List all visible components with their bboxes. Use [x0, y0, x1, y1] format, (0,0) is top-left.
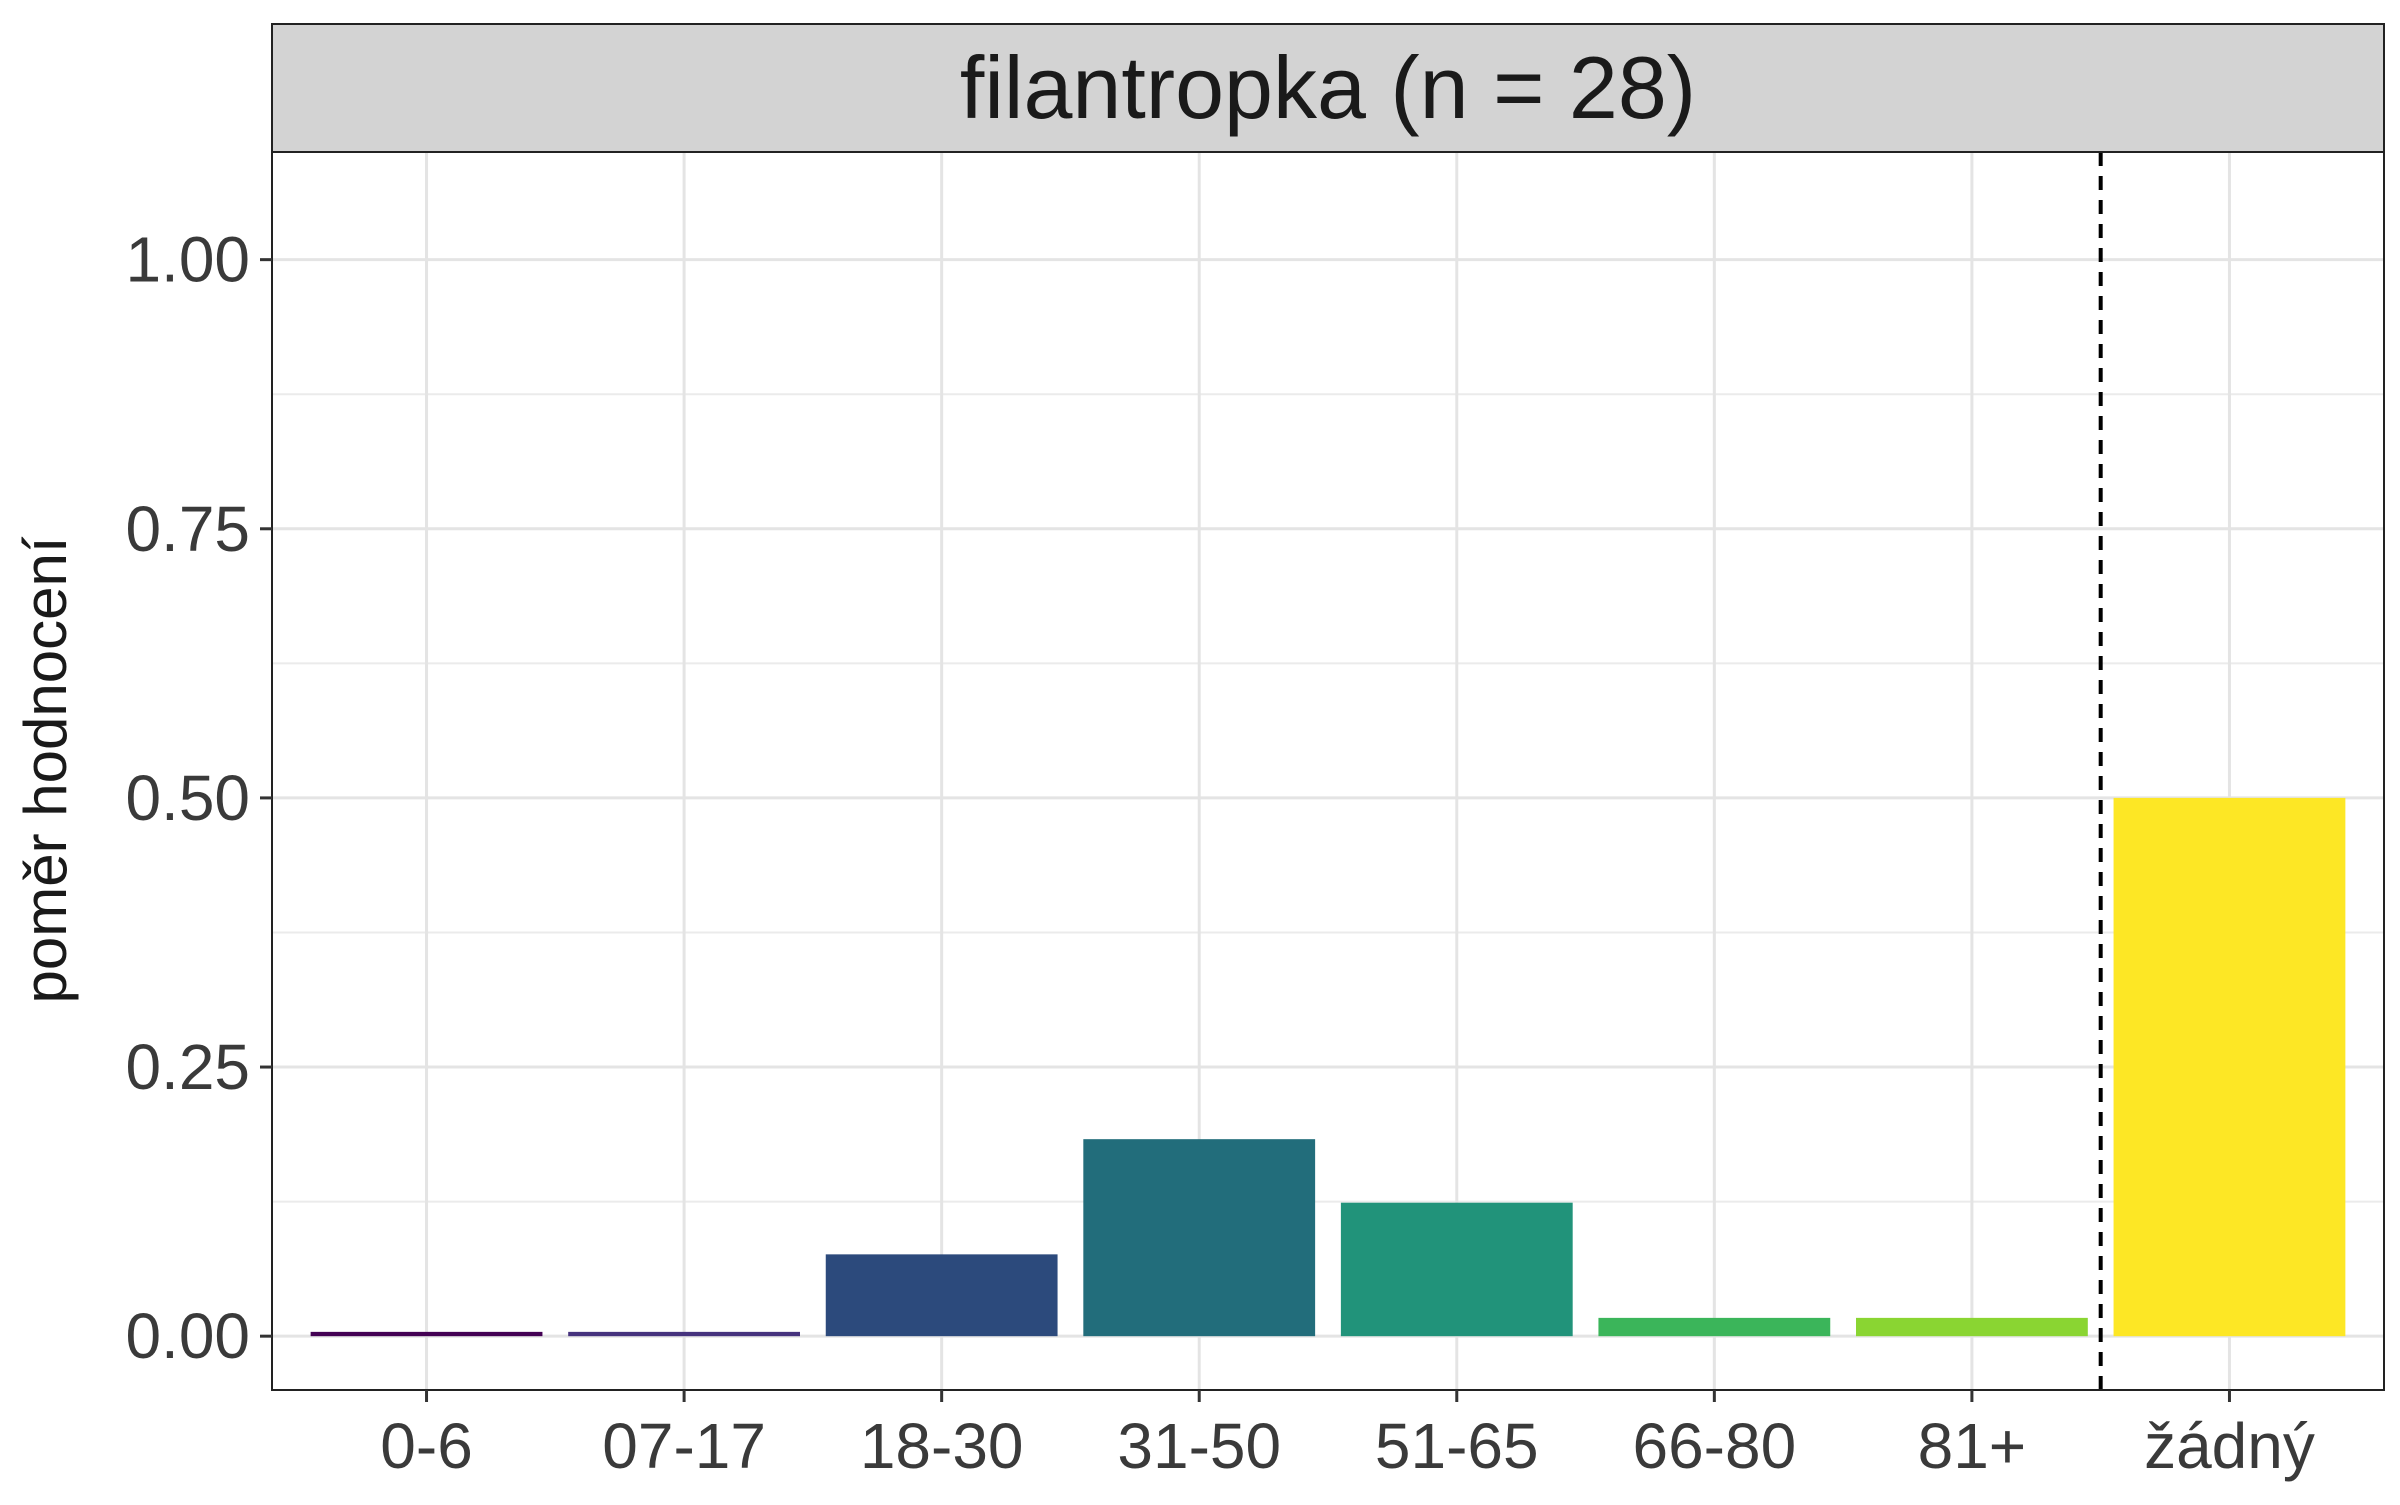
x-tick-label: 18-30 [860, 1410, 1024, 1482]
y-tick-label: 0.00 [125, 1300, 250, 1372]
y-axis: 0.00 0.25 0.50 0.75 1.00 [125, 224, 272, 1372]
bar-51-65 [1340, 1202, 1573, 1337]
y-tick-label: 1.00 [125, 224, 250, 296]
bar-0-6 [310, 1331, 543, 1337]
bar-66-80 [1598, 1317, 1831, 1337]
x-tick-label: žádný [2144, 1410, 2315, 1482]
x-tick-label: 0-6 [380, 1410, 473, 1482]
bar-31-50 [1083, 1139, 1316, 1337]
plot-panel [271, 151, 2385, 1391]
x-tick-label: 07-17 [602, 1410, 766, 1482]
x-axis: 0-6 07-17 18-30 31-50 51-65 66-80 81+ žádný [380, 1390, 2315, 1482]
bar-18-30 [825, 1254, 1058, 1337]
facet-title: filantropka (n = 28) [960, 38, 1696, 137]
y-tick-label: 0.25 [125, 1031, 250, 1103]
bar-81+ [1856, 1317, 2088, 1337]
x-tick-label: 66-80 [1632, 1410, 1796, 1482]
x-tick-label: 81+ [1918, 1410, 2027, 1482]
bar-07-17 [568, 1331, 800, 1337]
y-tick-label: 0.75 [125, 493, 250, 565]
panel-border [271, 151, 2385, 1391]
x-tick-label: 51-65 [1375, 1410, 1539, 1482]
x-tick-label: 31-50 [1117, 1410, 1281, 1482]
y-axis-label: poměr hodnocení [12, 536, 79, 1003]
gridlines [272, 152, 2384, 1390]
facet-strip [271, 23, 2385, 153]
bars [310, 797, 2346, 1337]
bar-žádný [2113, 797, 2346, 1337]
y-tick-label: 0.50 [125, 762, 250, 834]
